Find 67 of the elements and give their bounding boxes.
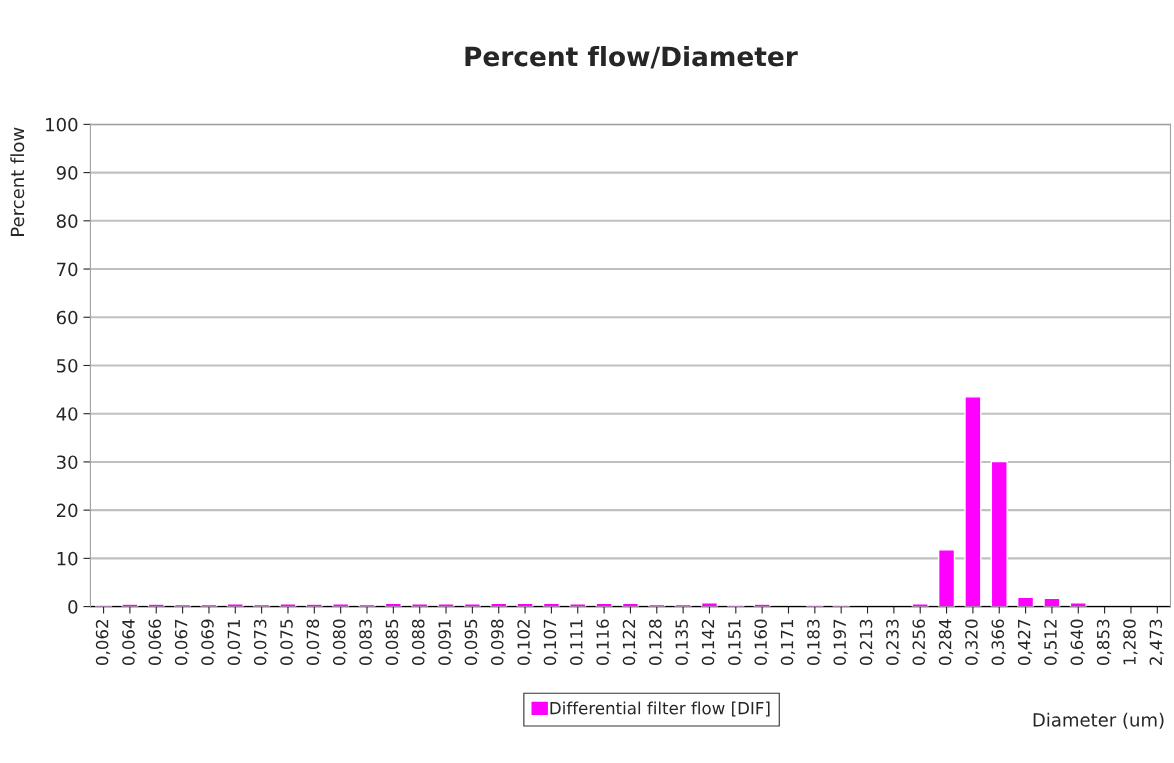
y-tick-label: 90 [56,166,78,180]
x-tick-label: 0,071 [227,619,242,666]
x-tick-label: 0,067 [174,619,190,666]
y-tick-label: 10 [57,551,78,566]
x-tick-label: 0,213 [859,619,875,666]
bar [937,548,956,607]
x-tick-label: 0,095 [464,619,479,666]
x-tick-label: 0,142 [701,620,716,666]
x-tick-label: 0,151 [728,619,743,666]
bar [964,396,982,607]
x-tick-label: 0,256 [912,619,927,666]
bar [121,603,139,607]
y-tick-label: 60 [56,310,78,325]
x-tick-label: 1,280 [1123,619,1138,665]
bar [147,603,165,607]
bar [305,603,323,607]
y-tick-label: 80 [56,214,78,228]
x-tick-label: 0,085 [385,619,400,666]
x-tick-label: 0,116 [596,619,611,666]
x-axis-title: Diameter (um) [1033,712,1164,729]
x-tick-label: 0,066 [148,619,163,666]
x-tick-label: 0,320 [965,619,980,666]
x-tick-label: 2,473 [1149,619,1164,665]
x-tick-label: 0,078 [306,619,321,666]
x-tick-label: 0,512 [1044,620,1059,666]
bar [1043,597,1061,607]
x-tick-label: 0,111 [569,619,585,666]
y-tick-label: 100 [46,117,78,132]
x-tick-label: 0,107 [543,619,558,666]
x-tick-label: 0,122 [622,620,637,666]
legend-label: Differential filter flow [DIF] [550,701,770,717]
x-tick-label: 0,091 [438,619,453,666]
bar [279,602,297,607]
x-tick-label: 0,064 [122,619,137,666]
x-tick-label: 0,083 [359,619,374,666]
x-tick-label: 0,098 [490,619,506,666]
x-tick-label: 0,853 [1096,619,1112,666]
x-tick-label: 0,160 [754,619,769,666]
chart-title: Percent flow/Diameter [465,45,798,69]
x-tick-label: 0,197 [833,619,848,666]
x-tick-label: 0,062 [95,620,111,666]
y-tick-label: 40 [56,407,78,421]
x-tick-label: 0,183 [807,619,822,666]
x-tick-label: 0,075 [280,619,295,666]
y-tick-label: 0 [68,600,78,614]
bar [437,602,455,607]
bar [1016,596,1035,607]
y-tick-label: 70 [57,262,78,277]
x-tick-label: 0,427 [1017,619,1033,666]
x-tick-label: 0,171 [780,619,796,666]
y-tick-label: 50 [57,358,78,373]
y-tick-label: 20 [56,503,78,518]
x-tick-label: 0,102 [517,620,532,666]
x-tick-label: 0,233 [886,619,901,666]
x-tick-label: 0,284 [938,619,954,666]
x-tick-label: 0,080 [332,619,348,666]
y-axis-title: Percent flow [10,127,25,236]
x-tick-label: 0,640 [1070,619,1085,666]
x-tick-label: 0,073 [253,619,269,666]
x-tick-label: 0,366 [991,619,1006,666]
y-tick-label: 30 [56,455,78,470]
bar [753,603,771,607]
bar [990,460,1008,607]
x-tick-label: 0,135 [675,619,690,666]
x-tick-label: 0,128 [649,619,664,666]
x-tick-label: 0,088 [411,619,427,666]
x-tick-label: 0,069 [201,619,216,666]
